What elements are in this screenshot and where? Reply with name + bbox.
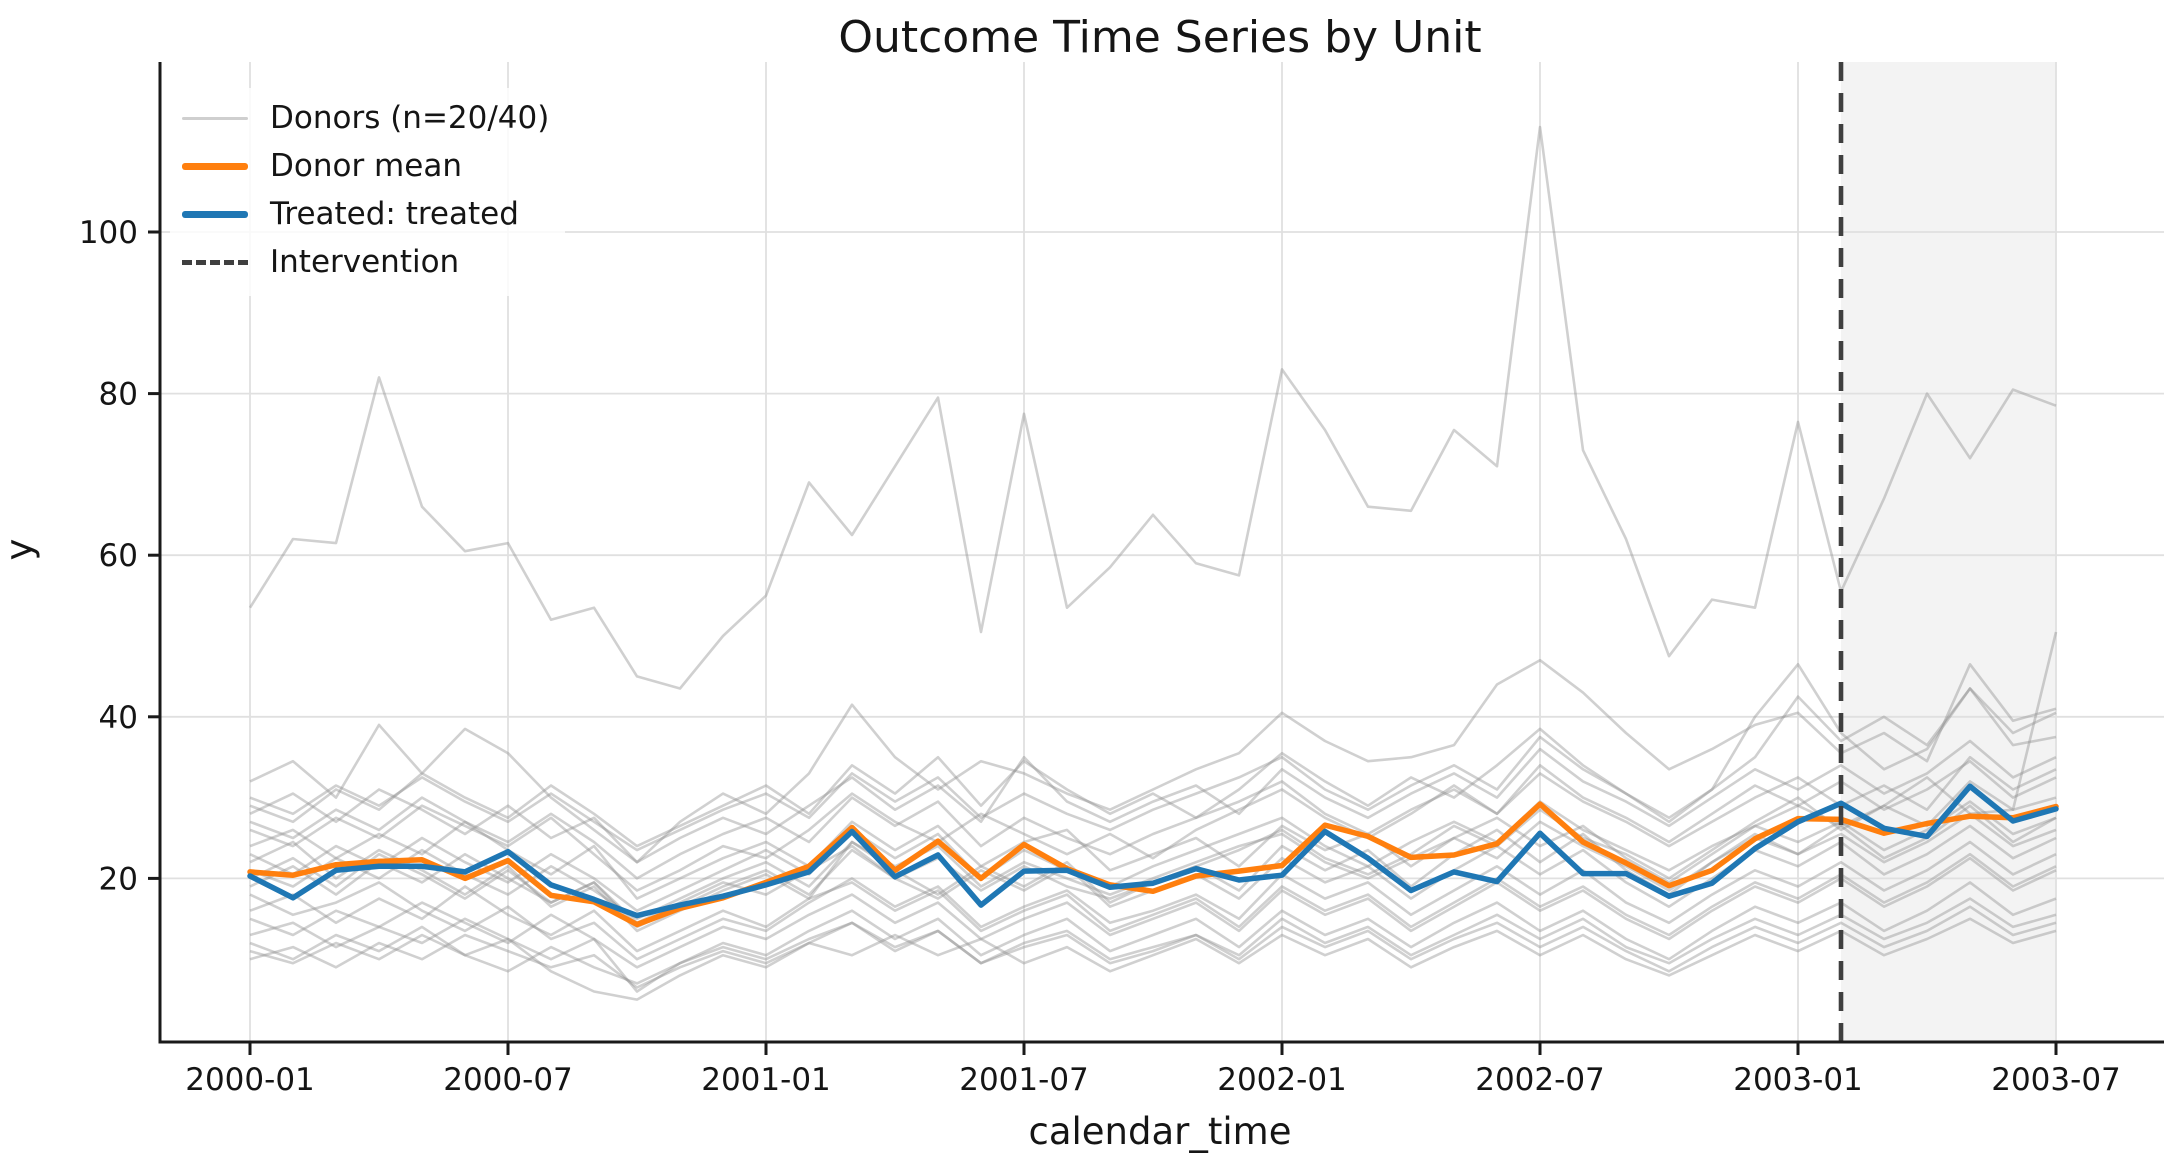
legend-item-donors: Donors (n=20/40): [182, 94, 549, 142]
legend-label: Intervention: [270, 244, 460, 280]
donor-line: [249, 917, 2057, 989]
x-tick-label: 2002-07: [1475, 1062, 1605, 1098]
legend-item-treated: Treated: treated: [182, 190, 549, 238]
donor-mean-line: [247, 801, 2059, 928]
y-tick-label: 20: [99, 861, 138, 897]
donor-line: [249, 840, 2057, 961]
donor-line: [249, 800, 2057, 900]
donor-line: [249, 658, 2057, 864]
legend: Donors (n=20/40) Donor mean Treated: tre…: [170, 88, 566, 296]
legend-label: Donor mean: [270, 148, 462, 184]
x-tick-label: 2002-01: [1217, 1062, 1347, 1098]
legend-item-intervention: Intervention: [182, 238, 549, 286]
donor-line: [248, 125, 2057, 690]
y-tick-label: 100: [79, 215, 138, 251]
donor-line: [249, 759, 2057, 880]
donor-mean-line-swatch: [182, 162, 248, 170]
chart-title: Outcome Time Series by Unit: [838, 12, 1482, 63]
legend-label: Donors (n=20/40): [270, 100, 550, 136]
treated-line: [247, 783, 2059, 919]
x-tick-label: 2000-07: [443, 1062, 573, 1098]
donor-line: [249, 856, 2057, 969]
y-tick-label: 40: [99, 700, 138, 736]
x-axis-label: calendar_time: [1028, 1110, 1292, 1153]
donor-line: [249, 852, 2057, 953]
donor-line: [249, 905, 2057, 985]
legend-item-donor-mean: Donor mean: [182, 142, 549, 190]
donor-line: [249, 687, 2057, 852]
legend-label: Treated: treated: [270, 196, 519, 232]
y-axis-label: y: [0, 538, 41, 561]
donor-line: [249, 881, 2057, 993]
donor-line: [249, 780, 2057, 913]
x-tick-label: 2001-01: [701, 1062, 831, 1098]
donor-line: [249, 755, 2057, 892]
intervention-dashed-line-swatch: [182, 259, 248, 265]
x-tick-label: 2000-01: [185, 1062, 315, 1098]
y-tick-label: 80: [99, 377, 138, 413]
donor-line: [249, 897, 2057, 1001]
x-tick-label: 2001-07: [959, 1062, 1089, 1098]
x-tick-label: 2003-01: [1733, 1062, 1863, 1098]
y-tick-label: 60: [99, 538, 138, 574]
donor-line: [249, 662, 2057, 848]
donor-line: [249, 739, 2057, 864]
treated-line-swatch: [182, 210, 248, 218]
x-tick-label: 2003-07: [1991, 1062, 2121, 1098]
donors-line-swatch: [182, 116, 248, 120]
